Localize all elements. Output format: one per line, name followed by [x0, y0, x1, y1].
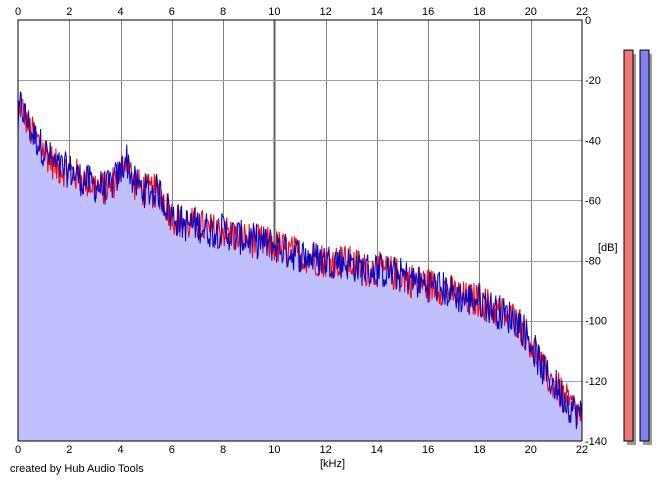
x-axis-label: [kHz]: [320, 458, 345, 470]
x-tick-label-bottom: 6: [169, 444, 175, 456]
y-tick-labels: 0 -20 -40 -60 -80 -100 -120 -140: [585, 15, 607, 448]
x-tick-label-top: 2: [66, 6, 72, 18]
plot-border: [17, 19, 583, 442]
level-meter-bar: [639, 49, 650, 442]
level-meters: [623, 49, 652, 445]
x-tick-labels-top: 0 2 4 6 8 10 12 14 16 18 20 22: [15, 6, 588, 18]
series-line-channel-b: [17, 91, 583, 430]
y-tick-label: -140: [585, 436, 607, 448]
y-tick-label: -100: [585, 316, 607, 328]
x-tick-label-bottom: 2: [66, 444, 72, 456]
x-tick-label-bottom: 8: [220, 444, 226, 456]
level-meter-bar: [623, 49, 634, 442]
x-tick-label-bottom: 16: [422, 444, 434, 456]
x-tick-label-top: 14: [371, 6, 383, 18]
x-tick-label-top: 8: [220, 6, 226, 18]
x-tick-label-top: 10: [268, 6, 280, 18]
footer-credit: created by Hub Audio Tools: [10, 463, 144, 475]
y-axis-label: [dB]: [598, 242, 618, 254]
y-tick-label: -60: [585, 195, 601, 207]
y-tick-label: 0: [585, 15, 591, 27]
x-tick-label-top: 18: [473, 6, 485, 18]
y-tick-label: -20: [585, 75, 601, 87]
x-tick-label-top: 16: [422, 6, 434, 18]
y-tick-label: -40: [585, 135, 601, 147]
x-tick-label-bottom: 4: [117, 444, 123, 456]
x-tick-label-top: 6: [169, 6, 175, 18]
x-tick-label-bottom: 10: [268, 444, 280, 456]
x-tick-label-bottom: 22: [576, 444, 588, 456]
x-tick-labels-bottom: 0 2 4 6 8 10 12 14 16 18 20 22: [15, 444, 588, 456]
y-tick-label: -80: [585, 256, 601, 268]
x-tick-label-top: 22: [576, 6, 588, 18]
x-tick-label-bottom: 18: [473, 444, 485, 456]
x-tick-label-top: 12: [320, 6, 332, 18]
x-tick-label-bottom: 14: [371, 444, 383, 456]
x-tick-label-bottom: 12: [320, 444, 332, 456]
y-tick-label: -120: [585, 376, 607, 388]
x-tick-label-bottom: 0: [15, 444, 21, 456]
x-tick-label-bottom: 20: [525, 444, 537, 456]
x-tick-label-top: 4: [117, 6, 123, 18]
x-tick-label-top: 0: [15, 6, 21, 18]
x-tick-label-top: 20: [525, 6, 537, 18]
